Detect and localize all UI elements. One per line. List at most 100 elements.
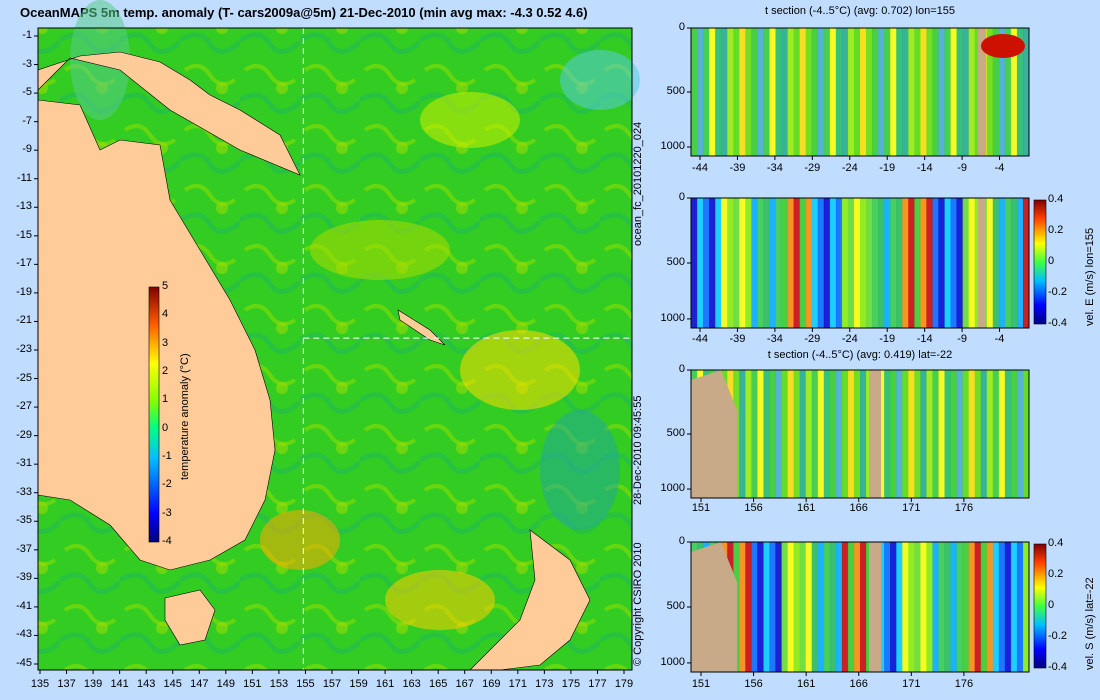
section-stripe [805, 542, 813, 672]
section-x-tick-label: -24 [841, 333, 858, 345]
anomaly-patch [260, 510, 340, 570]
section-stripe [860, 542, 867, 672]
section-stripe [811, 370, 819, 498]
section-stripe [1010, 198, 1018, 328]
lon-tick-label: 167 [455, 678, 474, 690]
section-stripe [775, 198, 783, 328]
section-stripe [926, 370, 933, 498]
section-stripe [1022, 28, 1030, 156]
section-stripe [968, 542, 976, 672]
lon-tick-label: 145 [163, 678, 182, 690]
section-stripe [944, 370, 952, 498]
velocity-colorbar-label: vel. S (m/s) lat=-22 [1084, 577, 1096, 670]
lat-tick-label: -35 [16, 514, 32, 527]
lat-tick-label: -1 [22, 29, 32, 41]
section-stripe [775, 28, 783, 156]
section-x-tick-label: -4 [994, 333, 1005, 345]
section-x-tick-label: -34 [766, 162, 783, 174]
section-stripe [998, 198, 1006, 328]
timestamp-label: 28-Dec-2010 09:45:55 [632, 395, 644, 505]
section-land-slope [691, 542, 737, 672]
lon-tick-label: 163 [402, 678, 421, 690]
section-stripe [860, 28, 867, 156]
colorbar-tick-label: 5 [162, 280, 169, 292]
colorbar-tick-label: -1 [162, 450, 172, 462]
section-stripe [860, 198, 867, 328]
section-stripe [799, 542, 807, 672]
section-stripe [878, 370, 885, 498]
section-stripe [956, 370, 964, 498]
lat-tick-label: -25 [16, 371, 32, 384]
section-stripe [697, 198, 704, 328]
section-stripe [793, 370, 801, 498]
section-stripe [751, 198, 758, 328]
section-stripe [920, 542, 927, 672]
section-stripe [751, 370, 758, 498]
section-stripe [956, 28, 964, 156]
copyright-label: © Copyright CSIRO 2010 [632, 542, 644, 666]
lon-tick-label: 159 [349, 678, 368, 690]
section-stripe [1004, 28, 1012, 156]
section-stripe [769, 542, 776, 672]
section-stripe [890, 542, 897, 672]
section-stripe [962, 370, 970, 498]
section-stripe [841, 28, 849, 156]
section-stripe [890, 198, 897, 328]
section-x-tick-label: 166 [849, 502, 868, 514]
section-stripe [775, 370, 783, 498]
section-stripe [902, 542, 909, 672]
section-stripe [920, 28, 927, 156]
section-stripe [853, 542, 861, 672]
lon-tick-label: 153 [269, 678, 289, 690]
section-stripe [998, 542, 1006, 672]
lat-tick-label: -43 [16, 628, 32, 641]
velocity-colorbar-tick-label: 0 [1048, 255, 1055, 267]
lat-tick-label: -9 [22, 143, 32, 156]
section-x-tick-label: -24 [841, 162, 858, 174]
lat-tick-label: -33 [16, 485, 32, 498]
section-stripe [992, 542, 1000, 672]
section-stripe [751, 542, 758, 672]
section-x-tick-label: -29 [804, 333, 821, 345]
section-stripe [757, 28, 764, 156]
section-stripe [908, 542, 915, 672]
section-stripe [841, 370, 849, 498]
section-stripe [841, 542, 849, 672]
section-x-tick-label: -14 [916, 333, 933, 345]
velocity-colorbar-tick-label: -0.4 [1048, 317, 1067, 329]
lat-tick-label: -45 [16, 657, 32, 669]
section-x-tick-label: 151 [691, 502, 711, 514]
section-stripe [727, 28, 734, 156]
section-stripe [1016, 198, 1024, 328]
colorbar-tick-label: 0 [162, 421, 169, 434]
new-zealand-land [469, 529, 591, 671]
section-stripe [691, 198, 698, 328]
section-stripe [817, 542, 825, 672]
lat-tick-label: -13 [16, 200, 32, 213]
section-stripe [823, 542, 831, 672]
section-stripe [944, 28, 952, 156]
lon-tick-label: 143 [136, 678, 156, 690]
anomaly-patch [420, 92, 520, 148]
lat-tick-label: -23 [16, 343, 32, 355]
section-stripe [866, 198, 873, 328]
section-stripe [781, 198, 789, 328]
section-stripe [926, 542, 933, 672]
section-stripe [745, 542, 752, 672]
section-stripe [914, 198, 921, 328]
section-stripe [835, 198, 843, 328]
section-stripe [853, 28, 861, 156]
section-stripe [962, 28, 970, 156]
section-stripe [697, 28, 704, 156]
section-stripe [1016, 370, 1024, 498]
depth-tick-label: 1000 [660, 311, 685, 324]
anomaly-patch [385, 570, 495, 630]
section-stripe [914, 28, 921, 156]
section-stripe [811, 198, 819, 328]
section-stripe [799, 198, 807, 328]
section-stripe [986, 28, 994, 156]
section-stripe [932, 370, 939, 498]
section-x-tick-label: 176 [954, 678, 974, 690]
section-x-tick-label: 171 [902, 678, 921, 690]
section-stripe [992, 28, 1000, 156]
